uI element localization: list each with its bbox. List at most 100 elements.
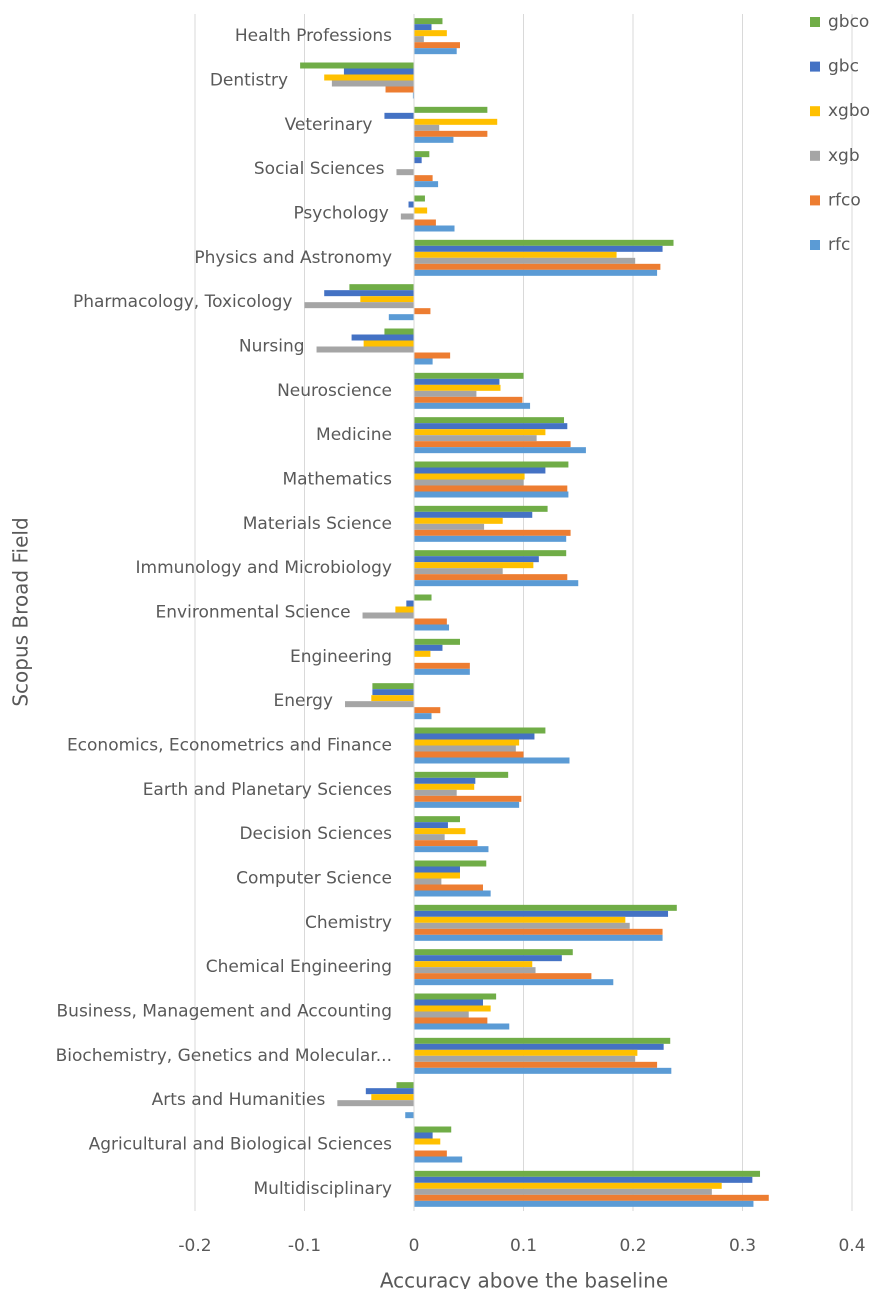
bar: [414, 771, 509, 778]
bar: [372, 683, 414, 690]
bar: [414, 934, 663, 941]
bar: [414, 485, 568, 492]
bar: [414, 175, 433, 182]
bar: [414, 928, 663, 935]
bar: [414, 955, 562, 962]
y-tick-label: Arts and Humanities: [152, 1090, 326, 1110]
bar: [414, 372, 524, 379]
bar: [414, 638, 460, 645]
bar: [414, 106, 488, 113]
bar: [414, 251, 617, 258]
bar: [414, 624, 450, 631]
y-tick-label: Neuroscience: [277, 381, 392, 401]
x-axis-title: Accuracy above the baseline: [380, 1269, 668, 1289]
bar: [414, 961, 533, 968]
bar: [414, 1055, 636, 1062]
bar: [345, 701, 414, 708]
bar: [414, 662, 470, 669]
x-tick-label: 0.2: [619, 1236, 646, 1256]
y-tick-label: Nursing: [239, 337, 305, 357]
legend-swatch: [810, 106, 820, 117]
bar: [414, 384, 501, 391]
bar: [414, 435, 537, 442]
bar: [324, 290, 414, 297]
y-tick-label: Engineering: [290, 647, 392, 667]
y-tick-label: Immunology and Microbiology: [136, 558, 393, 578]
bar: [388, 314, 414, 321]
bar: [414, 517, 503, 524]
legend-label: xgbo: [828, 101, 870, 121]
bar: [414, 993, 497, 1000]
bar: [412, 92, 414, 99]
y-tick-label: Dentistry: [210, 71, 288, 91]
bar: [343, 68, 414, 75]
bar: [414, 618, 447, 625]
bar: [414, 136, 454, 143]
y-tick-label: Chemical Engineering: [206, 957, 392, 977]
bar: [414, 878, 442, 885]
x-tick-label: 0.3: [729, 1236, 756, 1256]
bar: [414, 429, 546, 436]
bar: [372, 689, 414, 696]
y-tick-label: Biochemistry, Genetics and Molecular...: [56, 1046, 392, 1066]
bar: [414, 757, 570, 764]
bar: [414, 181, 439, 188]
bar: [414, 1037, 671, 1044]
bar: [414, 157, 422, 164]
y-tick-label: Earth and Planetary Sciences: [143, 780, 392, 800]
bar: [414, 594, 432, 601]
bar: [414, 151, 430, 158]
bar: [414, 219, 436, 226]
y-tick-label: Veterinary: [285, 115, 373, 135]
bar: [414, 402, 531, 409]
bar: [414, 42, 460, 49]
legend-label: gbc: [828, 57, 859, 77]
bar: [414, 904, 677, 911]
legend-swatch: [810, 195, 820, 206]
bar: [414, 24, 432, 31]
bar: [414, 308, 431, 315]
y-tick-label: Agricultural and Biological Sciences: [89, 1135, 393, 1155]
bar: [414, 479, 524, 486]
bar: [414, 916, 626, 923]
bar: [414, 783, 475, 790]
bar: [414, 447, 586, 454]
bar: [360, 296, 414, 303]
bar: [384, 112, 414, 119]
bar: [414, 467, 546, 474]
bar: [414, 846, 489, 853]
bar: [414, 866, 460, 873]
bar: [414, 1188, 712, 1195]
y-axis-title: Scopus Broad Field: [9, 517, 33, 706]
bar: [414, 423, 568, 430]
bar: [414, 1011, 469, 1018]
y-tick-label: Physics and Astronomy: [194, 248, 392, 268]
bar: [331, 80, 414, 87]
y-tick-label: Decision Sciences: [239, 824, 392, 844]
bar: [385, 86, 414, 93]
bar: [414, 890, 491, 897]
bar: [414, 1194, 769, 1201]
bar: [414, 801, 520, 808]
y-tick-label: Pharmacology, Toxicology: [73, 292, 293, 312]
bar: [363, 340, 414, 347]
bar: [414, 1126, 452, 1133]
bar: [414, 1176, 753, 1183]
bar: [414, 668, 470, 675]
bar: [414, 795, 522, 802]
bar: [362, 612, 414, 619]
bar: [414, 707, 441, 714]
bar: [414, 352, 451, 359]
bar: [414, 751, 524, 758]
legend-label: rfc: [828, 235, 850, 255]
bar: [414, 1043, 664, 1050]
x-tick-label: 0.4: [838, 1236, 865, 1256]
bar: [414, 967, 536, 974]
legend-label: rfco: [828, 190, 861, 210]
bar: [414, 872, 460, 879]
bar: [414, 207, 428, 214]
bar: [414, 118, 498, 125]
bar: [414, 910, 669, 917]
bar: [414, 390, 477, 397]
